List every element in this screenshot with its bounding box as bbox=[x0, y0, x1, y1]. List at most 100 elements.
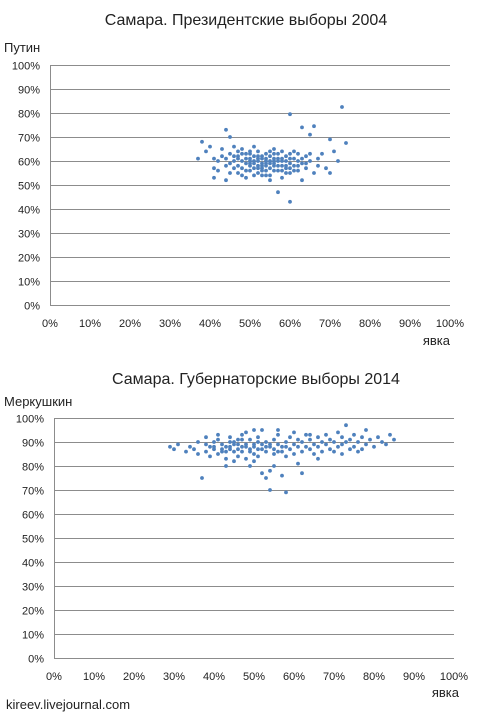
y-axis-label: Путин bbox=[4, 40, 40, 55]
chart-title: Самара. Губернаторские выборы 2014 bbox=[112, 371, 400, 388]
data-point bbox=[280, 473, 284, 478]
data-point bbox=[312, 124, 316, 129]
data-point bbox=[240, 173, 244, 178]
data-point bbox=[204, 435, 208, 440]
y-tick-label: 90% bbox=[22, 438, 44, 450]
x-tick-label: 80% bbox=[359, 318, 381, 330]
data-point bbox=[284, 454, 288, 459]
x-tick-label: 100% bbox=[436, 318, 464, 330]
y-tick-label: 70% bbox=[18, 133, 40, 145]
data-point bbox=[204, 449, 208, 454]
data-point bbox=[280, 159, 284, 163]
data-point bbox=[324, 442, 328, 447]
data-point bbox=[204, 149, 208, 154]
tick-labels: 0% 10% 20% 30% 40% 50% 60% 70% 80% 90% 100% 0% 10% 20… bbox=[16, 414, 468, 684]
data-point bbox=[332, 440, 336, 444]
data-point bbox=[312, 452, 316, 456]
x-tick-label: 60% bbox=[283, 671, 305, 683]
data-point bbox=[244, 444, 248, 449]
y-tick-label: 40% bbox=[18, 205, 40, 217]
x-tick-label: 90% bbox=[403, 671, 425, 683]
data-point bbox=[296, 461, 300, 466]
data-point bbox=[252, 161, 256, 166]
data-point bbox=[276, 151, 280, 156]
x-tick-label: 60% bbox=[279, 318, 301, 330]
data-point bbox=[272, 452, 276, 456]
data-point bbox=[272, 168, 276, 173]
data-point bbox=[244, 151, 248, 156]
y-tick-label: 0% bbox=[28, 654, 44, 666]
data-point bbox=[236, 437, 240, 442]
x-tick-label: 10% bbox=[83, 671, 105, 683]
data-point bbox=[276, 428, 280, 432]
data-point bbox=[248, 168, 252, 173]
data-point bbox=[268, 154, 272, 159]
data-point bbox=[296, 159, 300, 163]
data-point bbox=[272, 147, 276, 151]
data-point bbox=[252, 166, 256, 171]
data-point bbox=[288, 161, 292, 166]
data-point bbox=[232, 159, 236, 163]
data-point bbox=[196, 156, 200, 161]
data-point bbox=[336, 444, 340, 449]
data-point bbox=[280, 149, 284, 154]
data-point bbox=[252, 144, 256, 149]
data-point bbox=[360, 447, 364, 452]
data-point bbox=[284, 490, 288, 495]
data-point bbox=[292, 452, 296, 456]
data-point bbox=[260, 154, 264, 159]
x-tick-label: 20% bbox=[123, 671, 145, 683]
data-point bbox=[344, 423, 348, 428]
data-point bbox=[304, 154, 308, 159]
data-point bbox=[244, 456, 248, 461]
data-point bbox=[296, 444, 300, 449]
data-point bbox=[352, 432, 356, 437]
tick-labels: 0% 10% 20% 30% 40% 50% 60% 70% 80% 90% 100% 0% 10% 20… bbox=[12, 61, 464, 331]
data-point bbox=[256, 447, 260, 452]
data-point bbox=[224, 456, 228, 461]
data-point bbox=[340, 452, 344, 456]
data-point bbox=[212, 156, 216, 161]
y-tick-label: 100% bbox=[16, 414, 44, 426]
grid-lines bbox=[50, 65, 450, 306]
data-point bbox=[236, 442, 240, 447]
data-point bbox=[276, 432, 280, 437]
data-point bbox=[268, 178, 272, 183]
data-point bbox=[344, 141, 348, 145]
x-tick-label: 20% bbox=[119, 318, 141, 330]
data-point bbox=[360, 435, 364, 440]
y-tick-label: 40% bbox=[22, 558, 44, 570]
data-point bbox=[260, 428, 264, 432]
data-point bbox=[228, 161, 232, 166]
data-point bbox=[228, 444, 232, 449]
data-point bbox=[320, 151, 324, 156]
data-point bbox=[244, 175, 248, 180]
data-point bbox=[272, 151, 276, 156]
y-tick-label: 0% bbox=[24, 301, 40, 313]
data-point bbox=[224, 178, 228, 183]
data-point bbox=[268, 166, 272, 171]
data-point bbox=[312, 171, 316, 175]
data-point bbox=[348, 437, 352, 442]
data-point bbox=[240, 166, 244, 171]
data-point bbox=[300, 178, 304, 183]
data-point bbox=[284, 159, 288, 163]
data-point bbox=[280, 175, 284, 180]
data-point bbox=[236, 163, 240, 168]
data-point bbox=[220, 147, 224, 151]
data-point bbox=[252, 173, 256, 178]
data-point bbox=[232, 449, 236, 454]
data-point bbox=[304, 161, 308, 166]
data-point bbox=[224, 444, 228, 449]
data-point bbox=[244, 156, 248, 161]
data-point bbox=[284, 163, 288, 168]
data-point bbox=[224, 156, 228, 161]
data-point bbox=[244, 430, 248, 435]
x-tick-label: 40% bbox=[199, 318, 221, 330]
data-point bbox=[220, 442, 224, 447]
data-point bbox=[264, 156, 268, 161]
data-point bbox=[204, 442, 208, 447]
x-tick-label: 80% bbox=[363, 671, 385, 683]
x-tick-label: 40% bbox=[203, 671, 225, 683]
credit-text: kireev.livejournal.com bbox=[6, 697, 131, 712]
